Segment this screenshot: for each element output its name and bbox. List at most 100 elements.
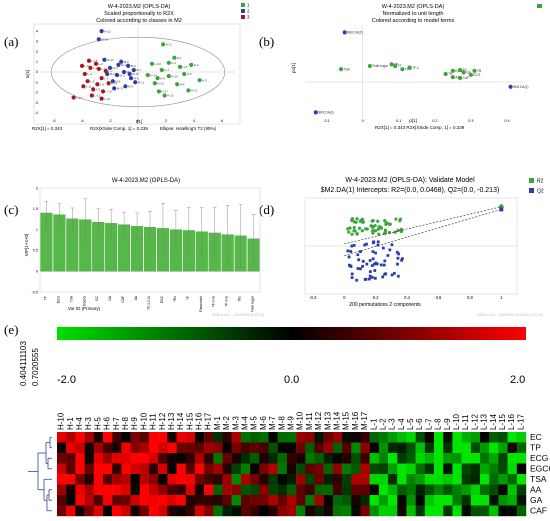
heatmap-cell — [139, 495, 150, 506]
heatmap-cell — [93, 484, 104, 496]
heatmap-cell — [240, 432, 251, 443]
heatmap-cell — [296, 442, 306, 454]
b-legend-swatch — [537, 4, 542, 8]
a-point-label: M-11 — [138, 80, 145, 84]
heatmap-cell — [102, 505, 113, 517]
heatmap-cell — [158, 432, 168, 443]
heatmap-cell — [167, 505, 177, 517]
heatmap-cell — [360, 495, 370, 506]
heatmap-cell — [470, 442, 481, 454]
d-permutation-point — [350, 276, 354, 280]
heatmap-cell — [516, 484, 527, 496]
heatmap-cell — [176, 495, 186, 506]
heatmap-cell — [480, 474, 490, 485]
a-point-label: H-17 — [162, 90, 169, 94]
heatmap-cell — [167, 442, 177, 454]
d-permutation-point — [350, 217, 355, 221]
b-point-label: ECG — [473, 73, 480, 77]
heatmap-cell — [388, 463, 398, 475]
heatmap-cell — [323, 432, 334, 443]
heatmap-cell — [470, 505, 481, 517]
d-legend-label: Q2 — [537, 189, 544, 195]
heatmap-cell — [277, 453, 288, 464]
a-point — [166, 73, 171, 79]
heatmap-cell — [148, 474, 159, 485]
heatmap-cell — [516, 432, 527, 443]
heatmap-cell — [351, 495, 361, 506]
heatmap-cell — [231, 505, 242, 517]
heatmap-cell — [75, 442, 85, 454]
heatmap-cell — [342, 463, 352, 475]
heatmap-cell — [397, 463, 407, 475]
d-xlabel: 200 permutations 2 components — [349, 302, 421, 308]
heatmap-cell — [489, 432, 499, 443]
b-title-3: Colored according to model terms — [372, 18, 455, 24]
b-point-label: GA — [466, 71, 471, 75]
c-title: W-4-2023.M2 (OPLS-DA) — [112, 178, 180, 184]
heatmap-cell — [470, 453, 481, 464]
heatmap-cell — [498, 442, 508, 454]
heatmap-cell — [296, 495, 306, 506]
heatmap-column-label: L-11 — [461, 414, 470, 430]
heatmap-cell — [277, 432, 288, 443]
heatmap-cell — [93, 495, 104, 506]
heatmap-column-label: L-13 — [480, 413, 489, 430]
heatmap-cell — [158, 474, 168, 485]
d-permutation-point — [350, 232, 354, 236]
heatmap-cell — [332, 495, 343, 506]
heatmap-cell — [305, 442, 315, 454]
heatmap-cell — [415, 453, 426, 464]
heatmap-cell — [250, 495, 260, 506]
heatmap-column-label: H-12 — [158, 412, 167, 430]
heatmap-cell — [507, 453, 518, 464]
d-permutation-point — [374, 251, 377, 255]
heatmap-cell — [507, 463, 518, 475]
heatmap-row-label: TP — [530, 442, 541, 452]
heatmap-cell — [222, 474, 232, 485]
heatmap-column-label: H-15 — [185, 412, 194, 430]
heatmap-cell — [185, 442, 196, 454]
heatmap-cell — [323, 505, 334, 517]
c-category-label: TF-3'-G — [212, 296, 216, 308]
a-point — [81, 84, 86, 89]
heatmap-cell — [406, 453, 416, 464]
heatmap-cell — [167, 463, 177, 475]
d-permutation-point — [368, 274, 372, 278]
a-point — [95, 82, 100, 87]
d-permutation-point — [368, 270, 372, 274]
d-permutation-point — [383, 259, 387, 263]
heatmap-cell — [130, 463, 140, 475]
heatmap-cell — [167, 432, 177, 443]
a-point — [106, 81, 111, 86]
c-ylabel: VIP[1+4+0] — [24, 234, 29, 257]
a-point — [96, 37, 101, 42]
heatmap-cell — [305, 453, 315, 464]
a-point-label: M-14 — [121, 63, 128, 67]
c-category-label: AA — [134, 295, 138, 300]
heatmap-cell — [286, 442, 297, 454]
loading-plot-b: W-4-2023.M2 (OPLS-DA) Normalized to unit… — [291, 4, 542, 130]
a-footer-mid: R2X[XSide Comp. 1] = 0.239 — [90, 126, 148, 131]
heatmap-cell — [222, 505, 232, 517]
b-point — [342, 30, 347, 35]
heatmap-column-label: M-14 — [332, 411, 341, 430]
a-ytick-label: 4 — [36, 29, 38, 33]
d-legend-swatch — [529, 188, 534, 193]
d-permutation-point — [396, 274, 400, 278]
heatmap-cell — [489, 505, 499, 517]
heatmap-column-label: M-9 — [287, 416, 296, 430]
heatmap-cell — [305, 495, 315, 506]
heatmap-cell — [57, 505, 67, 517]
a-point — [96, 66, 101, 72]
heatmap-cell — [360, 505, 370, 517]
c-footer: SIMCA 14.1 - 2023/5/25 10:07:44 — [212, 313, 264, 317]
heatmap-cell — [268, 432, 278, 443]
c-category-label: Total sugar — [251, 295, 255, 312]
heatmap-cell — [296, 453, 306, 464]
d-permutation-point — [381, 246, 385, 250]
b-point — [450, 68, 455, 73]
b-title-2: Normalized to unit length — [383, 11, 444, 17]
heatmap-cell — [516, 442, 527, 454]
d-xtick-label: 0.8 — [467, 295, 473, 300]
panel-label-c: (c) — [4, 202, 19, 217]
